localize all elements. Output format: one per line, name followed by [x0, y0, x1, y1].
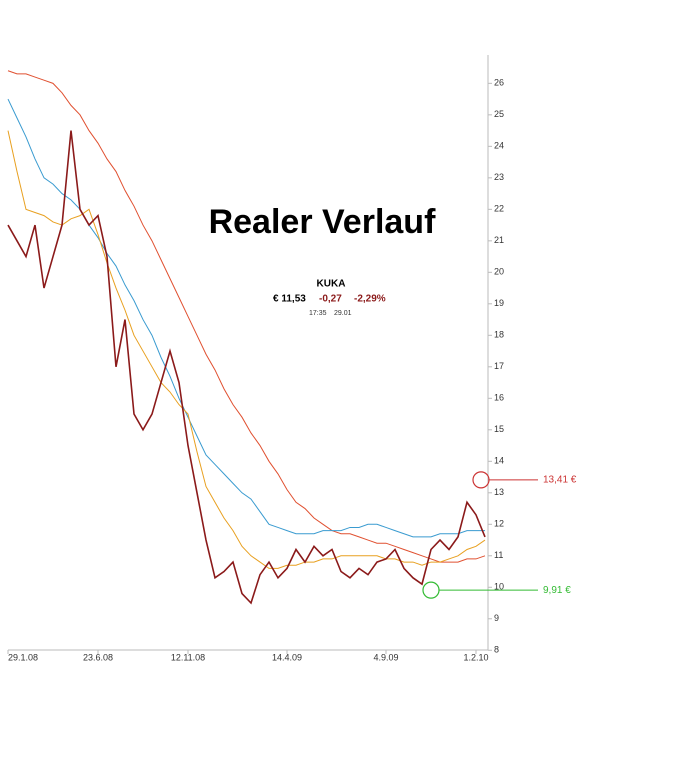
x-tick-label: 12.11.08 — [171, 652, 205, 662]
y-tick-label: 14 — [494, 456, 504, 466]
quote-time: 17:35 — [309, 310, 327, 317]
y-tick-label: 21 — [494, 235, 504, 245]
y-tick-label: 17 — [494, 361, 504, 371]
y-tick-label: 9 — [494, 613, 499, 623]
y-tick-label: 13 — [494, 487, 504, 497]
price-line — [7, 130, 486, 605]
moving-average — [7, 130, 486, 569]
x-tick-label: 4.9.09 — [373, 652, 398, 662]
quote-date: 29.01 — [334, 310, 352, 317]
y-tick-label: 15 — [494, 424, 504, 434]
moving-average — [7, 98, 485, 538]
moving-average — [7, 70, 486, 563]
y-tick-label: 22 — [494, 204, 504, 214]
y-tick-label: 11 — [494, 550, 503, 560]
y-tick-label: 20 — [494, 267, 504, 277]
y-tick-label: 8 — [494, 645, 499, 655]
x-tick-label: 1.2.10 — [463, 652, 488, 662]
y-tick-label: 10 — [494, 582, 504, 592]
y-tick-label: 18 — [494, 330, 504, 340]
annotation-label: 13,41 € — [543, 475, 577, 486]
chart-title: Realer Verlauf — [209, 203, 436, 241]
quote-change-pct: -2,29% — [354, 294, 386, 305]
y-tick-label: 25 — [494, 109, 504, 119]
y-tick-label: 24 — [494, 141, 504, 151]
quote-price: € 11,53 — [273, 294, 306, 305]
x-tick-label: 29.1.08 — [8, 652, 38, 662]
annotation-circle — [472, 471, 490, 489]
quote-change: -0,27 — [319, 294, 342, 305]
quote-name: KUKA — [317, 279, 346, 290]
y-tick-label: 16 — [494, 393, 504, 403]
y-tick-label: 12 — [494, 519, 504, 529]
y-tick-label: 26 — [494, 78, 504, 88]
annotation-circle — [422, 581, 440, 599]
y-tick-label: 19 — [494, 298, 504, 308]
x-tick-label: 23.6.08 — [83, 652, 113, 662]
annotation-label: 9,91 € — [543, 585, 571, 596]
x-tick-label: 14.4.09 — [272, 652, 302, 662]
y-tick-label: 23 — [494, 172, 504, 182]
